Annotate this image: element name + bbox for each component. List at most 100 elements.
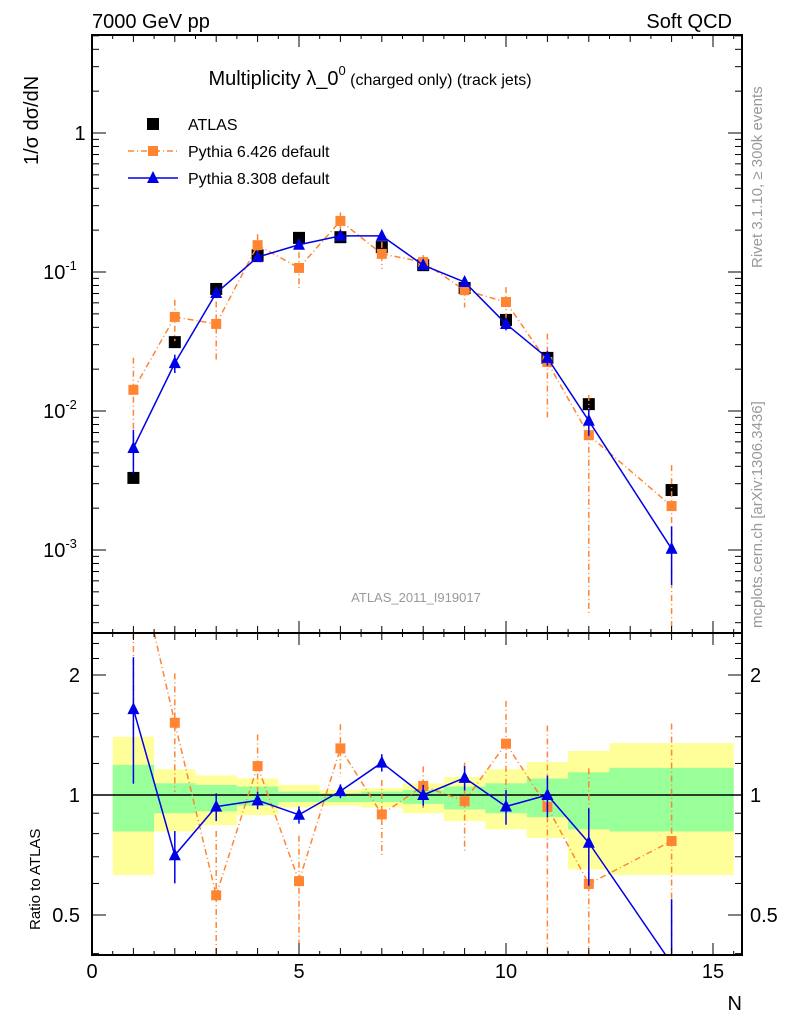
mcplots-note: mcplots.cern.ch [arXiv:1306.3436] xyxy=(749,401,766,628)
pythia-8-308-default-point xyxy=(458,275,471,288)
pythia-8-308-default-ratio-point xyxy=(500,799,512,812)
y-tick-base: 1 xyxy=(74,123,85,145)
y-tick-base: 10 xyxy=(43,540,65,562)
pythia-8-308-default-ratio-point xyxy=(582,835,595,848)
pythia-6-426-default-line-segment xyxy=(339,220,383,255)
legend-marker-atlas xyxy=(147,118,159,130)
pythia-8-308-default-ratio-point xyxy=(168,848,181,861)
pythia-6-426-default-ratio-point xyxy=(459,796,470,807)
pythia-6-426-default-ratio-line-segment xyxy=(422,785,465,802)
y-tick-label: 10-1 xyxy=(43,258,77,284)
pythia-6-426-default-line-segment xyxy=(422,261,466,291)
pythia-8-308-default-ratio-point xyxy=(293,807,305,820)
pythia-6-426-default-ratio-point xyxy=(294,876,304,887)
pythia-6-426-default-line-segment xyxy=(215,244,259,325)
pythia-8-308-default-point xyxy=(541,350,554,363)
pythia-6-426-default-point xyxy=(459,285,470,296)
ratio-tick-label-right: 2 xyxy=(750,665,761,687)
pythia-6-426-default-point xyxy=(335,215,346,226)
pythia-8-308-default-ratio-line-segment xyxy=(381,762,424,796)
pythia-8-308-default-ratio-line-segment xyxy=(132,708,176,856)
ratio-axis-label: Ratio to ATLAS xyxy=(27,829,44,930)
pythia-6-426-default-ratio-point xyxy=(501,738,511,749)
pythia-8-308-default-ratio-point xyxy=(334,784,347,797)
ratio-tick-label-right: 0.5 xyxy=(750,905,778,927)
stat-uncertainty-band xyxy=(154,783,196,814)
y-tick-base: 10 xyxy=(43,262,65,284)
pythia-8-308-default-ratio-point xyxy=(251,793,264,806)
pythia-8-308-default-line-segment xyxy=(174,292,217,364)
stat-uncertainty-band xyxy=(278,791,320,803)
pythia-8-308-default-line-segment xyxy=(464,281,507,325)
pythia-6-426-default-point xyxy=(376,248,387,259)
pythia-8-308-default-point xyxy=(251,250,264,263)
y-tick-label: 1 xyxy=(74,123,85,145)
pythia-6-426-default-ratio-point xyxy=(211,890,222,901)
pythia-6-426-default-ratio-line-segment xyxy=(215,765,259,896)
pythia-8-308-default-ratio-line-segment xyxy=(257,799,300,816)
pythia-6-426-default-ratio-line-segment xyxy=(588,840,672,885)
pythia-8-308-default-line-segment xyxy=(588,420,673,550)
pythia-6-426-default-point xyxy=(128,384,139,395)
x-tick-label: 10 xyxy=(495,961,517,983)
pythia-6-426-default-ratio-point xyxy=(252,761,263,772)
pythia-6-426-default-point xyxy=(294,262,304,273)
pythia-6-426-default-ratio-line-segment xyxy=(546,806,590,885)
chart-title-superscript: 0 xyxy=(338,63,345,78)
pythia-8-308-default-point xyxy=(500,316,512,329)
y-tick-exponent: -1 xyxy=(65,258,77,273)
pythia-8-308-default-line-segment xyxy=(132,362,176,449)
pythia-8-308-default-ratio-line-segment xyxy=(216,799,258,808)
pythia-6-426-default-line-segment xyxy=(588,434,673,507)
pythia-6-426-default-ratio-line-segment xyxy=(174,722,217,896)
pythia-6-426-default-ratio-point xyxy=(169,717,180,728)
pythia-6-426-default-ratio-line-segment xyxy=(381,785,424,816)
ratio-tick-label-right: 1 xyxy=(750,785,761,807)
pythia-6-426-default-ratio-line-segment xyxy=(463,743,507,802)
pythia-6-426-default-line-segment xyxy=(132,316,176,391)
pythia-8-308-default-ratio-line-segment xyxy=(588,842,667,955)
pythia-8-308-default-ratio-point xyxy=(541,788,554,800)
pythia-6-426-default-point xyxy=(501,297,511,308)
atlas-point xyxy=(168,336,181,349)
pythia-6-426-default-line-segment xyxy=(174,316,217,325)
chart-title-main: Multiplicity λ_0 xyxy=(208,68,338,90)
pythia-8-308-default-ratio-point xyxy=(375,755,388,768)
y-tick-exponent: -2 xyxy=(65,397,77,412)
pythia-6-426-default-line-segment xyxy=(257,244,300,269)
ratio-tick-label-left: 2 xyxy=(69,665,80,687)
pythia-8-308-default-ratio-line-segment xyxy=(505,794,548,808)
chart-title-suffix: (charged only) (track jets) xyxy=(346,72,532,89)
pythia-8-308-default-point xyxy=(582,413,595,426)
pythia-8-308-default-point xyxy=(334,228,347,241)
y-axis-label: 1/σ dσ/dN xyxy=(21,76,43,165)
pythia-8-308-default-point xyxy=(665,541,678,554)
y-tick-base: 10 xyxy=(43,401,65,423)
pythia-8-308-default-point xyxy=(293,237,305,250)
pythia-8-308-default-ratio-point xyxy=(458,770,471,783)
pythia-8-308-default-point xyxy=(375,228,388,241)
x-tick-label: 5 xyxy=(293,961,304,983)
legend-label-pythia-8-308-default: Pythia 8.308 default xyxy=(188,171,330,188)
pythia-8-308-default-ratio-line-segment xyxy=(464,777,507,808)
plot-frame xyxy=(91,34,743,956)
pythia-6-426-default-line-segment xyxy=(464,289,507,303)
analysis-watermark: ATLAS_2011_I919017 xyxy=(351,590,481,605)
x-axis-label: N xyxy=(728,993,742,1015)
pythia-6-426-default-ratio-line-segment xyxy=(298,748,342,882)
ratio-tick-label-left: 1 xyxy=(69,785,80,807)
pythia-8-308-default-line-segment xyxy=(381,235,424,266)
pythia-8-308-default-ratio-line-segment xyxy=(339,762,383,792)
x-tick-label: 0 xyxy=(86,961,97,983)
pythia-8-308-default-ratio-point xyxy=(210,799,223,812)
pythia-6-426-default-ratio-point xyxy=(666,835,677,846)
chart-title: Multiplicity λ_00 (charged only) (track … xyxy=(208,63,531,90)
header-right: Soft QCD xyxy=(646,11,732,33)
y-tick-label: 10-2 xyxy=(43,397,77,423)
pythia-6-426-default-point xyxy=(252,240,263,251)
rivet-note: Rivet 3.1.10, ≥ 300k events xyxy=(749,86,766,268)
pythia-8-308-default-line-segment xyxy=(215,256,259,294)
atlas-point xyxy=(127,471,140,484)
pythia-6-426-default-line-segment xyxy=(298,220,341,269)
